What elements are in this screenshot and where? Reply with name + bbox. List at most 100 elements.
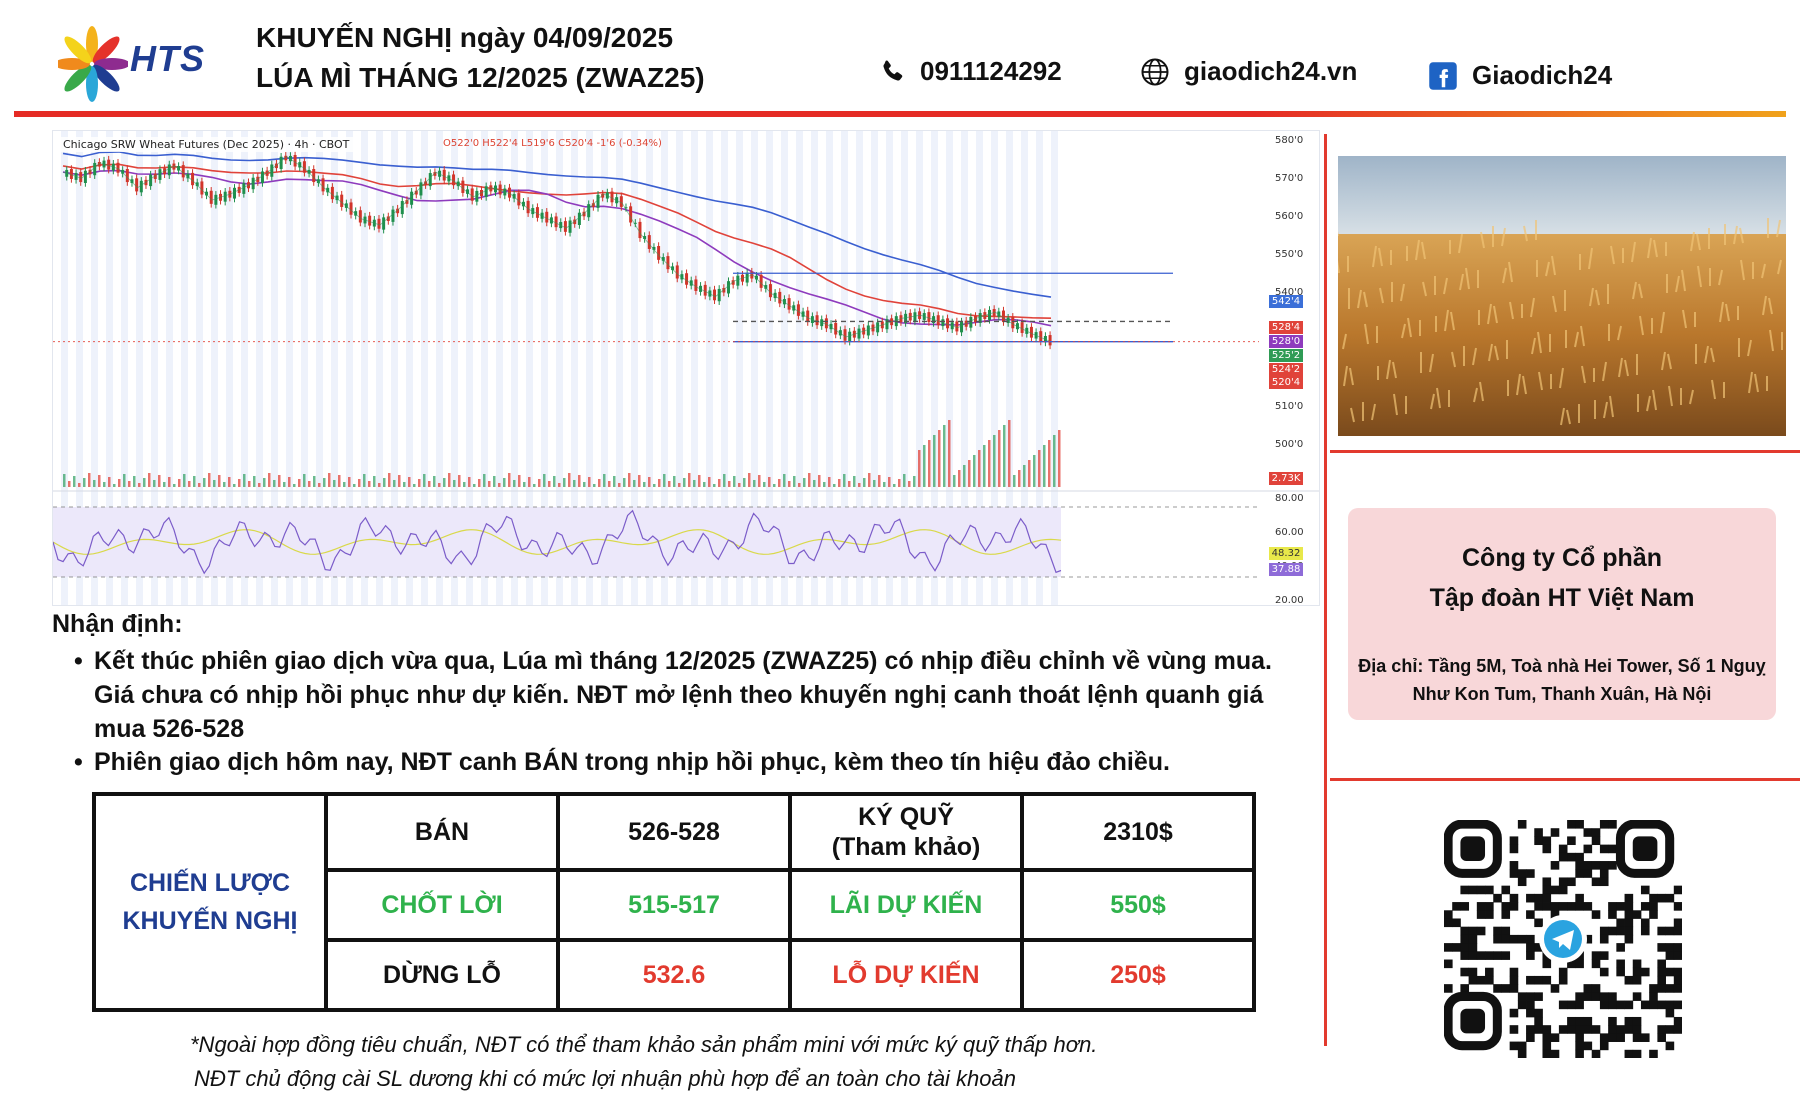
qr-module [1460, 967, 1470, 977]
qr-module [1452, 918, 1461, 928]
qr-finder [1443, 991, 1502, 1051]
wheat-stalk [1450, 311, 1455, 331]
action-cell: CHỐT LỜI [324, 868, 560, 942]
candle-body [545, 211, 549, 223]
session-stripe [661, 131, 668, 605]
volume-bar [208, 473, 211, 487]
volume-bar [753, 480, 756, 487]
qr-module [1624, 893, 1634, 903]
qr-module [1485, 967, 1494, 977]
candle-body [466, 189, 470, 194]
qr-module [1534, 1008, 1543, 1018]
session-stripe [556, 131, 563, 605]
wheat-stalk [1516, 373, 1521, 396]
volume-bar [203, 478, 206, 487]
qr-module [1485, 951, 1494, 960]
volume-bar [628, 473, 631, 487]
wheat-stalk [1704, 345, 1709, 364]
volume-bar [488, 481, 491, 487]
wheat-stalk [1349, 367, 1354, 386]
volume-bar [83, 478, 86, 487]
qr-module [1624, 975, 1634, 985]
volume-bar [358, 479, 361, 487]
qr-module [1616, 926, 1625, 936]
contact-phone[interactable]: 0911124292 [878, 56, 1062, 87]
candle-body [675, 265, 679, 279]
qr-code[interactable] [1443, 819, 1683, 1059]
candle-body [759, 274, 763, 288]
wheat-stalk [1624, 359, 1629, 377]
qr-module [1517, 820, 1527, 829]
qr-module [1509, 1041, 1519, 1051]
candle-body [442, 169, 446, 181]
qr-module [1657, 943, 1666, 952]
candle-body [577, 212, 581, 225]
wheat-stalk [1451, 351, 1456, 368]
qr-module [1517, 1000, 1527, 1010]
volume-bar [718, 479, 721, 487]
qr-module [1534, 975, 1543, 985]
qr-module [1632, 1016, 1642, 1026]
candle-body [209, 190, 213, 204]
wheat-stalk [1632, 281, 1637, 300]
candle-body [293, 155, 297, 167]
qr-module [1558, 967, 1568, 977]
qr-module [1493, 893, 1502, 903]
volume-bar [473, 484, 476, 487]
qr-module [1624, 926, 1634, 936]
analysis-bullet: Phiên giao dịch hôm nay, NĐT canh BÁN tr… [74, 745, 1314, 779]
session-stripe [391, 131, 398, 605]
table-row: CHIẾN LƯỢC KHUYẾN NGHỊ BÁN 526-528 KÝ QU… [92, 792, 1256, 1012]
metric-cell: LÃI DỰ KIẾN [788, 868, 1024, 942]
rsi-tag: 48.32 [1269, 547, 1303, 560]
wheat-stalk [1595, 289, 1600, 306]
candle-body [745, 272, 749, 283]
volume-bar [218, 475, 221, 487]
qr-module [1476, 910, 1486, 919]
session-stripe [916, 131, 923, 605]
candle-body [251, 177, 255, 190]
wheat-stalk [1343, 365, 1348, 387]
candle-body [554, 216, 558, 228]
wheat-stalk [1733, 225, 1738, 245]
qr-module [1567, 902, 1576, 911]
qr-module [1657, 1000, 1666, 1010]
volume-bar [178, 479, 181, 487]
volume-bar [748, 473, 751, 487]
volume-bar [413, 484, 416, 487]
company-name: Công ty Cổ phần [1462, 544, 1662, 572]
qr-module [1468, 926, 1478, 936]
qr-module [1575, 861, 1584, 870]
session-stripe [886, 131, 893, 605]
qr-module [1542, 844, 1552, 854]
wheat-stalk [1386, 359, 1391, 380]
session-stripe [196, 131, 203, 605]
volume-bar [868, 473, 871, 487]
volume-bar [278, 475, 281, 487]
contact-website[interactable]: giaodich24.vn [1140, 56, 1357, 87]
volume-bar [758, 475, 761, 487]
qr-module [1583, 992, 1593, 1001]
candle-body [633, 222, 637, 224]
volume-bar [618, 483, 621, 487]
qr-module [1575, 1000, 1584, 1010]
wheat-stalk [1566, 409, 1571, 425]
volume-bar [433, 476, 436, 487]
pinwheel-logo-icon [58, 26, 128, 102]
qr-module [1640, 885, 1650, 895]
volume-bar [1013, 475, 1016, 487]
wheat-stalk [1602, 361, 1607, 382]
volume-bar [923, 445, 926, 487]
volume-bar [418, 479, 421, 487]
wheat-field-image [1338, 156, 1786, 436]
qr-module [1493, 951, 1502, 960]
contact-facebook[interactable]: Giaodich24 [1428, 60, 1612, 91]
candle-body [386, 216, 390, 221]
rsi-axis-label: 80.00 [1275, 493, 1304, 504]
candle-body [270, 164, 274, 177]
wheat-stalk [1502, 267, 1507, 284]
qr-module [1632, 967, 1642, 977]
session-stripe [526, 131, 533, 605]
wheat-stalk [1537, 331, 1542, 354]
volume-bar [383, 478, 386, 487]
